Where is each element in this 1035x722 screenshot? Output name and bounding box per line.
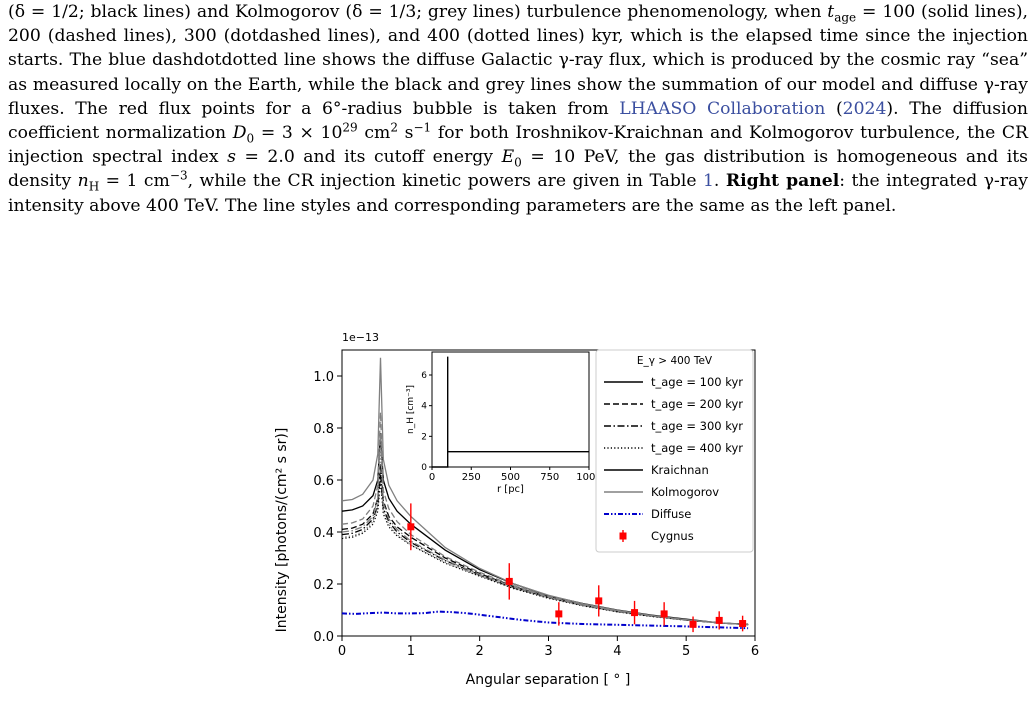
cygnus-point — [689, 616, 697, 633]
x-tick-label: 4 — [613, 644, 621, 659]
cygnus-point — [595, 585, 603, 617]
cygnus-marker — [715, 616, 723, 624]
y-tick-label: 0.4 — [313, 526, 334, 541]
main-series — [341, 357, 749, 633]
inset-density-plot: 0 250 500 750 1000 0 2 4 6 r [pc] n_H [cm⁻³] — [406, 351, 602, 495]
y-tick-label: 0.6 — [313, 474, 334, 489]
y-tick-label: 0.8 — [313, 422, 334, 437]
figure: 0 1 2 3 4 5 6 0.0 0.2 0.4 0.6 0.8 1.0 0 250 500 750 1000… — [255, 330, 775, 694]
cygnus-marker — [505, 577, 513, 585]
inset-x-tick-label: 500 — [501, 472, 520, 483]
x-tick-label: 3 — [544, 644, 552, 659]
inset-y-tick-label: 2 — [421, 432, 427, 442]
inset-x-tick-label: 250 — [462, 472, 481, 483]
citation-year-link[interactable]: 2024 — [842, 98, 887, 119]
series-line — [341, 610, 749, 630]
citation-link[interactable]: LHAASO Collaboration — [619, 98, 826, 119]
cygnus-point — [715, 611, 723, 630]
legend-label: Kraichnan — [651, 463, 709, 477]
cygnus-point — [739, 615, 747, 632]
inset-x-tick-label: 0 — [429, 472, 435, 483]
inset-frame — [431, 351, 590, 468]
inset-y-tick-label: 6 — [421, 371, 427, 381]
cygnus-point — [631, 600, 639, 625]
caption-text: (δ = 1/2; black lines) and Kolmogorov (δ… — [8, 2, 1029, 216]
legend-label: t_age = 300 kyr — [651, 419, 743, 433]
cygnus-marker — [407, 523, 415, 531]
legend-label: Kolmogorov — [651, 485, 719, 499]
inset-density-line — [432, 356, 589, 468]
intensity-chart: 0 1 2 3 4 5 6 0.0 0.2 0.4 0.6 0.8 1.0 0 250 500 750 1000… — [274, 331, 759, 688]
x-tick-label: 5 — [682, 644, 690, 659]
cygnus-point — [555, 602, 563, 626]
y-tick-label: 0.0 — [313, 630, 334, 645]
cygnus-marker — [595, 597, 603, 605]
legend-label: t_age = 100 kyr — [651, 375, 743, 389]
legend-label: Diffuse — [651, 507, 691, 521]
cygnus-point — [660, 602, 668, 626]
legend: E_γ > 400 TeV t_age = 100 kyr t_age = 200 … — [595, 349, 754, 553]
table-reference-link[interactable]: 1 — [702, 171, 714, 192]
legend-label: Cygnus — [651, 529, 694, 543]
cygnus-point — [407, 503, 415, 551]
inset-y-label: n_H [cm⁻³] — [406, 385, 416, 434]
x-axis-label: Angular separation [ ° ] — [466, 672, 631, 688]
y-tick-label: 0.2 — [313, 578, 334, 593]
legend-marker — [619, 532, 627, 540]
inset-y-tick-label: 0 — [421, 463, 427, 473]
cygnus-marker — [739, 620, 747, 628]
inset-x-tick-label: 1000 — [576, 472, 601, 483]
figure-caption: (δ = 1/2; black lines) and Kolmogorov (δ… — [8, 0, 1028, 218]
cygnus-marker — [660, 610, 668, 618]
cygnus-marker — [631, 609, 639, 617]
y-tick-label: 1.0 — [313, 370, 334, 385]
legend-box — [595, 349, 754, 553]
main-axes: 0 1 2 3 4 5 6 0.0 0.2 0.4 0.6 0.8 1.0 — [313, 349, 759, 659]
cygnus-marker — [555, 610, 563, 618]
y-axis-label: Intensity [photons/(cm² s sr)] — [274, 428, 290, 633]
series-line — [341, 433, 749, 626]
inset-y-tick-label: 4 — [421, 402, 427, 412]
inset-x-tick-label: 750 — [540, 472, 559, 483]
legend-title: E_γ > 400 TeV — [637, 355, 713, 367]
cygnus-point — [505, 563, 513, 600]
inset-x-label: r [pc] — [497, 484, 524, 495]
cygnus-marker — [689, 620, 697, 628]
x-tick-label: 1 — [407, 644, 415, 659]
x-tick-label: 6 — [751, 644, 759, 659]
series-line — [341, 479, 749, 626]
legend-label: t_age = 200 kyr — [651, 397, 743, 411]
x-tick-label: 2 — [476, 644, 484, 659]
y-scale-note: 1e−13 — [342, 331, 379, 344]
x-tick-label: 0 — [338, 644, 346, 659]
legend-label: t_age = 400 kyr — [651, 441, 743, 455]
